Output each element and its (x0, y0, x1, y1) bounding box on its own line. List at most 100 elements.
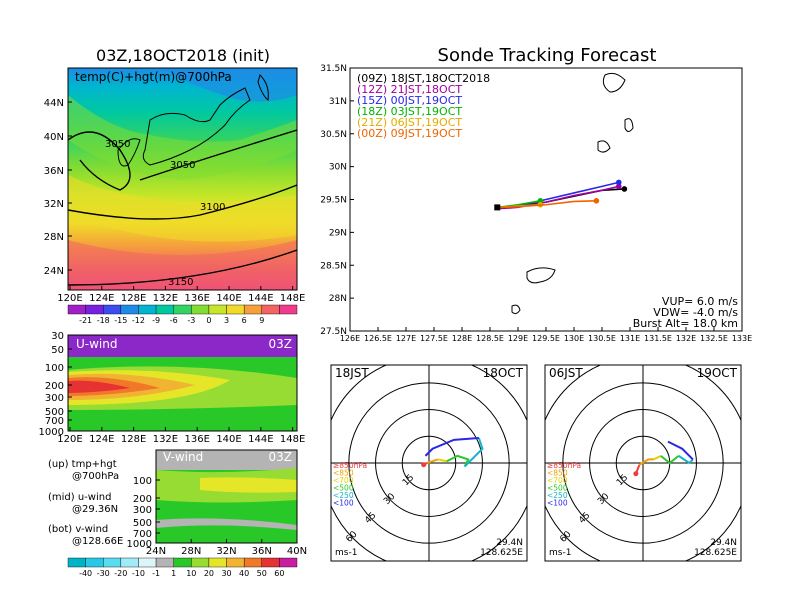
track-end-point (593, 198, 600, 204)
hodo-segment (426, 458, 439, 464)
colorbar-swatch (173, 304, 192, 315)
colorbar-tick: -40 (79, 569, 92, 578)
colorbar-swatch (85, 304, 104, 315)
legend-mid2: @29.36N (72, 504, 118, 515)
y-tick-label: 28.5N (320, 261, 347, 271)
hodo-start-point (421, 462, 427, 468)
y-tick-label: 24N (44, 266, 64, 277)
track-end-point (621, 186, 628, 192)
x-tick-label: 144E (248, 434, 273, 445)
colorbar-swatch (67, 557, 86, 568)
colorbar-tick: 6 (242, 316, 247, 325)
hodo-segment (660, 455, 680, 465)
x-tick-label: 124E (89, 434, 114, 445)
colorbar-tick: 9 (259, 316, 264, 325)
x-tick-label: 120E (57, 434, 82, 445)
colorbar-swatch (173, 557, 192, 568)
y-tick-label: 30 (51, 331, 64, 342)
y-tick-label: 1000 (127, 539, 152, 550)
hodo-unit: ms-1 (549, 548, 571, 558)
y-tick-label: 700 (45, 416, 64, 427)
legend-bot: (bot) v-wind (48, 524, 108, 535)
track-legend-entry: (18Z) 03JST,19OCT (357, 105, 462, 118)
v-wind-field (156, 450, 297, 543)
colorbar-swatch (138, 304, 157, 315)
x-tick-label: 128E (452, 334, 472, 343)
legend-up: (up) tmp+hgt (48, 459, 117, 470)
colorbar-tick: -6 (170, 316, 178, 325)
y-tick-label: 500 (45, 407, 64, 418)
temp-map-subtitle: temp(C)+hgt(m)@700hPa (75, 70, 232, 84)
temp-map-y-axis: 24N 28N 32N 36N 40N 44N (44, 98, 72, 277)
colorbar-swatch (261, 557, 280, 568)
y-tick-label: 1000 (39, 427, 64, 438)
hodo-lon: 128.625E (480, 548, 523, 558)
launch-point (494, 204, 501, 211)
y-tick-label: 30N (329, 163, 347, 173)
colorbar-swatch (243, 557, 262, 568)
track-end-point (616, 183, 622, 190)
v-wind-x-axis: 24N 28N 32N 36N 40N (146, 539, 307, 557)
colorbar-swatch (208, 557, 227, 568)
track-legend-entry: (09Z) 18JST,18OCT2018 (357, 72, 490, 85)
temp-map-field (68, 68, 297, 290)
y-tick-label: 32N (44, 199, 64, 210)
x-tick-label: 128E (121, 434, 146, 445)
hodo-layer-label: <700 (547, 476, 568, 485)
hodo-segment (424, 437, 479, 457)
x-tick-label: 144E (248, 293, 273, 304)
x-tick-label: 127.5E (420, 334, 448, 343)
colorbar-swatch (103, 557, 122, 568)
colorbar-tick: 1 (171, 569, 176, 578)
u-wind-title: U-wind (76, 337, 117, 351)
colorbar-tick: -9 (152, 316, 160, 325)
hodo-layer-label: ≥850hPa (547, 461, 581, 470)
contour-label: 3050 (105, 139, 130, 150)
hodo-date-label: 18OCT (483, 366, 524, 380)
hodo-layer-label: ≥850hPa (333, 461, 367, 470)
hodo-time-label: 18JST (335, 366, 369, 380)
legend-up2: @700hPa (72, 471, 119, 482)
x-tick-label: 24N (146, 546, 166, 557)
colorbar-tick: -18 (97, 316, 110, 325)
colorbar-swatch (191, 557, 210, 568)
hodo-lat: 29.4N (496, 538, 523, 548)
hodo-segment (446, 454, 470, 468)
colorbar-swatch (208, 304, 227, 315)
track-legend-entry: (12Z) 21JST,18OCT (357, 83, 462, 96)
hodo-layer-label: <100 (333, 499, 354, 508)
colorbar-tick: -3 (187, 316, 195, 325)
temp-map-x-axis: 120E 124E 128E 132E 136E 140E 144E 148E (57, 286, 305, 304)
hodo-segment (653, 454, 662, 461)
colorbar-tick: -1 (152, 569, 160, 578)
track-legend-entry: (00Z) 09JST,19OCT (357, 127, 462, 140)
track-params: VUP= 6.0 m/s VDW= -4.0 m/s Burst Alt= 18… (633, 295, 739, 330)
colorbar-swatch (191, 304, 210, 315)
track-legend: (09Z) 18JST,18OCT2018(12Z) 21JST,18OCT(1… (357, 72, 490, 140)
track-title: Sonde Tracking Forecast (438, 45, 657, 66)
v-wind-title: V-wind (163, 450, 203, 464)
colorbar-tick: 10 (186, 569, 196, 578)
colorbar-tick: 60 (274, 569, 284, 578)
hodo-layer-label: <250 (547, 491, 568, 500)
y-tick-label: 31N (329, 97, 347, 107)
colorbar-tick: -20 (114, 569, 127, 578)
temp-map-title: 03Z,18OCT2018 (init) (96, 46, 270, 65)
vdw-text: VDW= -4.0 m/s (653, 306, 738, 319)
x-tick-label: 129.5E (532, 334, 560, 343)
hodo-start-point (633, 471, 639, 477)
colorbar-tick: 50 (257, 569, 267, 578)
track-legend-entry: (15Z) 00JST,19OCT (357, 94, 462, 107)
y-tick-label: 29N (329, 228, 347, 238)
track-coastlines (511, 72, 634, 315)
track-x-axis: 126E 126.5E 127E 127.5E 128E 128.5E 129E 129.5E… (340, 327, 752, 343)
y-tick-label: 300 (45, 393, 64, 404)
colorbar-swatch (261, 304, 280, 315)
track-y-axis: 27.5N 28N 28.5N 29N 29.5N 30N 30.5N 31N 31.5N (320, 64, 354, 337)
y-tick-label: 100 (45, 363, 64, 374)
y-tick-label: 28N (44, 232, 64, 243)
colorbar-swatch (226, 557, 245, 568)
hodo-layer-label: <100 (547, 499, 568, 508)
